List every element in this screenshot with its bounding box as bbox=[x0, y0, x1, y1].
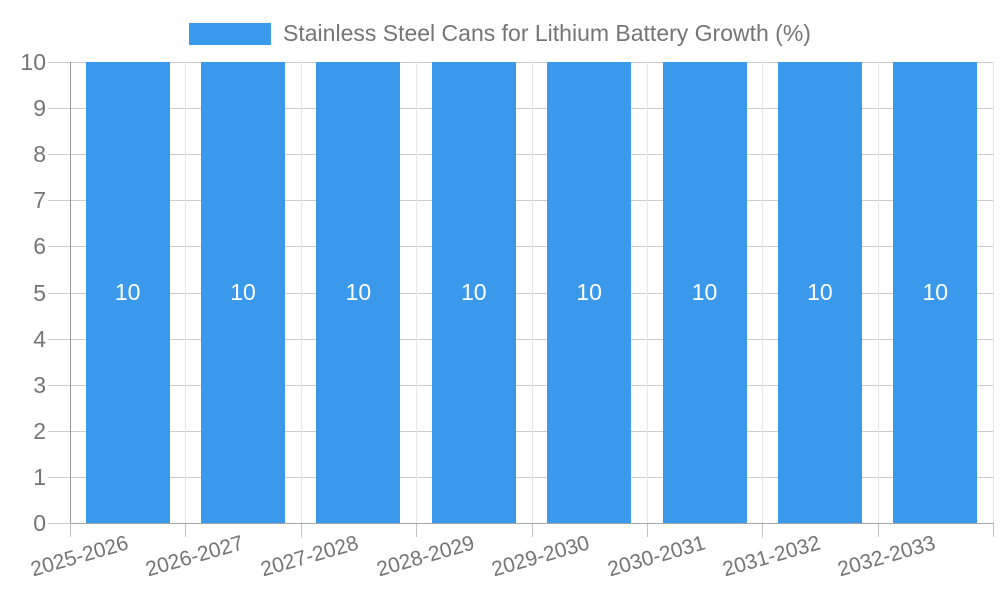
y-axis-tick-label: 1 bbox=[33, 463, 46, 490]
bar-value-label: 10 bbox=[691, 279, 718, 305]
y-gridline bbox=[48, 384, 993, 386]
bar-2029-2030[interactable]: 10 bbox=[547, 62, 632, 523]
x-axis-tick bbox=[646, 523, 648, 537]
x-gridline bbox=[762, 62, 764, 523]
bar-2027-2028[interactable]: 10 bbox=[316, 62, 401, 523]
x-gridline bbox=[185, 62, 187, 523]
bar-value-label: 10 bbox=[576, 279, 602, 305]
y-gridline bbox=[48, 246, 993, 248]
y-axis-tick-label: 5 bbox=[33, 279, 46, 306]
y-axis-tick-label: 3 bbox=[33, 371, 46, 398]
y-axis-tick-label: 4 bbox=[33, 325, 46, 352]
x-axis-tick bbox=[877, 523, 879, 537]
x-axis-tick bbox=[70, 523, 71, 537]
y-axis-tick-label: 9 bbox=[33, 95, 46, 122]
bar-value-label: 10 bbox=[230, 279, 256, 305]
x-gridline bbox=[416, 62, 418, 523]
x-gridline bbox=[877, 62, 879, 523]
y-gridline bbox=[48, 430, 993, 432]
bar-value-label: 10 bbox=[345, 279, 372, 305]
bar-2028-2029[interactable]: 10 bbox=[431, 62, 516, 523]
legend-swatch bbox=[189, 22, 272, 45]
y-gridline bbox=[48, 108, 993, 110]
bar-value-label: 10 bbox=[114, 279, 141, 305]
x-axis-tick bbox=[300, 523, 302, 537]
y-axis-tick-label: 10 bbox=[20, 49, 46, 75]
y-gridline bbox=[48, 476, 993, 478]
y-axis-tick-label: 8 bbox=[33, 141, 46, 168]
x-axis-tick bbox=[531, 523, 533, 537]
y-axis-line bbox=[70, 62, 71, 524]
x-gridline bbox=[531, 62, 533, 523]
bar-2032-2033[interactable]: 10 bbox=[893, 62, 978, 523]
bar-value-label: 10 bbox=[922, 279, 949, 305]
y-axis-tick-label: 7 bbox=[33, 187, 46, 214]
y-gridline bbox=[48, 154, 993, 156]
chart-legend[interactable]: Stainless Steel Cans for Lithium Battery… bbox=[0, 20, 1000, 47]
y-axis-tick-label: 6 bbox=[33, 233, 46, 260]
x-axis-tick bbox=[762, 523, 764, 537]
bar-2030-2031[interactable]: 10 bbox=[662, 62, 747, 523]
y-gridline bbox=[48, 62, 993, 63]
bar-2026-2027[interactable]: 10 bbox=[201, 62, 286, 523]
y-gridline bbox=[48, 292, 993, 294]
x-gridline bbox=[993, 62, 994, 523]
bar-value-label: 10 bbox=[807, 279, 833, 305]
x-axis-tick bbox=[993, 523, 994, 537]
legend-series-label: Stainless Steel Cans for Lithium Battery… bbox=[283, 20, 811, 46]
x-gridline bbox=[646, 62, 648, 523]
x-gridline bbox=[300, 62, 302, 523]
y-axis-tick-label: 0 bbox=[33, 510, 46, 536]
y-axis-tick-label: 2 bbox=[33, 417, 46, 444]
x-axis-baseline bbox=[70, 523, 993, 524]
bar-2025-2026[interactable]: 10 bbox=[85, 62, 170, 523]
x-axis-tick bbox=[185, 523, 187, 537]
bar-2031-2032[interactable]: 10 bbox=[777, 62, 862, 523]
y-gridline bbox=[48, 200, 993, 202]
y-gridline bbox=[48, 338, 993, 340]
bar-value-label: 10 bbox=[461, 279, 487, 305]
x-axis-tick bbox=[416, 523, 418, 537]
